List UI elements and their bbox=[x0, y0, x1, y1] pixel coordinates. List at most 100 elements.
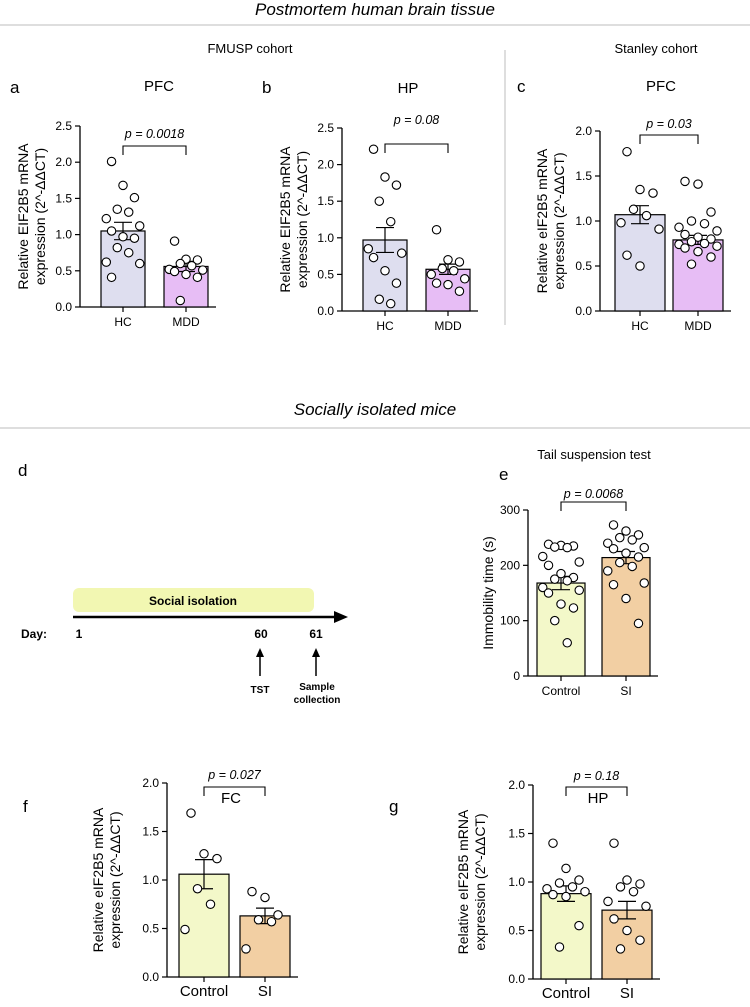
data-point-control bbox=[544, 589, 552, 597]
y-tick-label-g: 0.5 bbox=[508, 924, 525, 938]
significance-bracket-a bbox=[123, 146, 186, 155]
panel-label-b: b bbox=[262, 78, 271, 97]
x-tick-label-si: SI bbox=[258, 983, 272, 1000]
section-title-mice: Socially isolated mice bbox=[294, 400, 457, 419]
data-point-control bbox=[193, 885, 201, 893]
day-prefix: Day: bbox=[21, 627, 47, 641]
data-point-si bbox=[640, 579, 648, 587]
data-point-hc bbox=[369, 253, 377, 261]
data-point-mdd bbox=[707, 253, 715, 261]
y-axis-label-line: expression (2^-ΔΔCT) bbox=[472, 813, 488, 950]
data-point-hc bbox=[102, 258, 110, 266]
y-tick-label-f: 0.5 bbox=[142, 922, 159, 936]
y-tick-label-f: 2.0 bbox=[142, 776, 159, 790]
chart-g: g HP 0.0 0.5 1.0 1.5 2.0 Relative eIF2B5 mRNAex… bbox=[389, 769, 660, 1002]
data-point-si bbox=[261, 893, 269, 901]
p-value-f: p = 0.027 bbox=[207, 768, 262, 782]
chart-b: b HP0.00.51.01.52.02.5Relative EIF2B5 mRN… bbox=[262, 78, 478, 333]
data-point-hc bbox=[398, 249, 406, 257]
data-point-si bbox=[616, 533, 624, 541]
data-point-si bbox=[610, 839, 618, 847]
y-axis-label-e: Immobility time (s) bbox=[480, 536, 496, 650]
y-tick-label-e: 200 bbox=[500, 558, 520, 572]
y-axis-label-line: expression (2^-ΔΔCT) bbox=[107, 811, 123, 948]
chart-title-f: FC bbox=[221, 790, 241, 807]
y-tick-label-a: 0.0 bbox=[55, 300, 72, 314]
data-point-hc bbox=[387, 299, 395, 307]
data-point-hc bbox=[107, 273, 115, 281]
chart-title-e: Tail suspension test bbox=[537, 447, 651, 462]
data-point-mdd bbox=[707, 208, 715, 216]
data-point-control bbox=[568, 883, 576, 891]
data-point-hc bbox=[130, 234, 138, 242]
y-axis-label-line: Relative eIF2B5 mRNA bbox=[534, 148, 550, 293]
data-point-si bbox=[636, 936, 644, 944]
data-point-hc bbox=[119, 233, 127, 241]
panel-label-a: a bbox=[10, 78, 20, 97]
data-point-hc bbox=[130, 193, 138, 201]
data-point-control bbox=[551, 575, 559, 583]
y-tick-label-b: 2.5 bbox=[317, 121, 334, 135]
x-tick-label-hc: HC bbox=[376, 319, 394, 333]
data-point-control bbox=[563, 543, 571, 551]
data-point-si bbox=[616, 558, 624, 566]
significance-bracket-c bbox=[640, 135, 698, 144]
x-tick-label-si: SI bbox=[620, 684, 631, 698]
collection-event-label: collection bbox=[294, 695, 341, 706]
data-point-mdd bbox=[432, 279, 440, 287]
data-point-hc bbox=[617, 219, 625, 227]
data-point-control bbox=[569, 604, 577, 612]
data-point-mdd bbox=[461, 275, 469, 283]
p-value-e: p = 0.0068 bbox=[563, 487, 623, 501]
data-point-mdd bbox=[444, 280, 452, 288]
cohort-label-fmusp: FMUSP cohort bbox=[207, 41, 292, 56]
data-point-si bbox=[616, 883, 624, 891]
chart-a: a PFC 0.0 0.5 1.0 1.5 2.0 2.5 Relative EIF2B5 mR… bbox=[10, 78, 216, 329]
y-axis-label-line: Relative EIF2B5 mRNA bbox=[15, 143, 31, 290]
data-point-mdd bbox=[687, 260, 695, 268]
data-point-control bbox=[539, 552, 547, 560]
y-tick-label-g: 1.0 bbox=[508, 875, 525, 889]
data-point-hc bbox=[629, 205, 637, 213]
data-point-si bbox=[622, 549, 630, 557]
x-tick-label-control: Control bbox=[542, 684, 581, 698]
data-point-si bbox=[642, 902, 650, 910]
data-point-si bbox=[609, 545, 617, 553]
y-axis-label-g: Relative eIF2B5 mRNAexpression (2^-ΔΔCT) bbox=[455, 809, 488, 954]
bar-control bbox=[541, 894, 591, 979]
data-point-hc bbox=[364, 245, 372, 253]
data-point-si bbox=[623, 926, 631, 934]
data-point-si bbox=[274, 911, 282, 919]
day-1-label: 1 bbox=[76, 627, 83, 641]
data-point-hc bbox=[113, 243, 121, 251]
data-point-hc bbox=[636, 185, 644, 193]
y-axis-label-b: Relative EIF2B5 mRNAexpression (2^-ΔΔCT) bbox=[277, 146, 310, 293]
data-point-mdd bbox=[438, 264, 446, 272]
data-point-hc bbox=[107, 227, 115, 235]
x-tick-label-mdd: MDD bbox=[684, 319, 712, 333]
y-tick-label-g: 0.0 bbox=[508, 972, 525, 986]
data-point-hc bbox=[113, 205, 121, 213]
y-axis-label-line: expression (2^-ΔΔCT) bbox=[294, 151, 310, 288]
y-axis-label-f: Relative eIF2B5 mRNAexpression (2^-ΔΔCT) bbox=[90, 807, 123, 952]
social-isolation-label: Social isolation bbox=[149, 594, 237, 608]
y-tick-label-b: 2.0 bbox=[317, 158, 334, 172]
y-tick-label-e: 300 bbox=[500, 503, 520, 517]
y-tick-label-c: 2.0 bbox=[575, 124, 592, 138]
data-point-control bbox=[575, 558, 583, 566]
chart-c: c PFC0.00.51.01.52.0Relative eIF2B5 mRNAe… bbox=[517, 77, 731, 333]
data-point-hc bbox=[381, 173, 389, 181]
y-tick-label-b: 0.5 bbox=[317, 267, 334, 281]
data-point-mdd bbox=[700, 239, 708, 247]
timeline-panel: d Social isolation Day: 1 60 61 TST Samp… bbox=[18, 461, 348, 706]
data-point-mdd bbox=[176, 296, 184, 304]
data-point-mdd bbox=[681, 244, 689, 252]
y-tick-label-f: 1.0 bbox=[142, 873, 159, 887]
data-point-hc bbox=[623, 251, 631, 259]
data-point-hc bbox=[623, 148, 631, 156]
data-point-control bbox=[555, 943, 563, 951]
data-point-hc bbox=[102, 214, 110, 222]
chart-f: f FC 0.0 0.5 1.0 1.5 2.0 Relative eIF2B5 mRNAex… bbox=[23, 768, 298, 1000]
data-point-mdd bbox=[675, 223, 683, 231]
data-point-control bbox=[200, 850, 208, 858]
